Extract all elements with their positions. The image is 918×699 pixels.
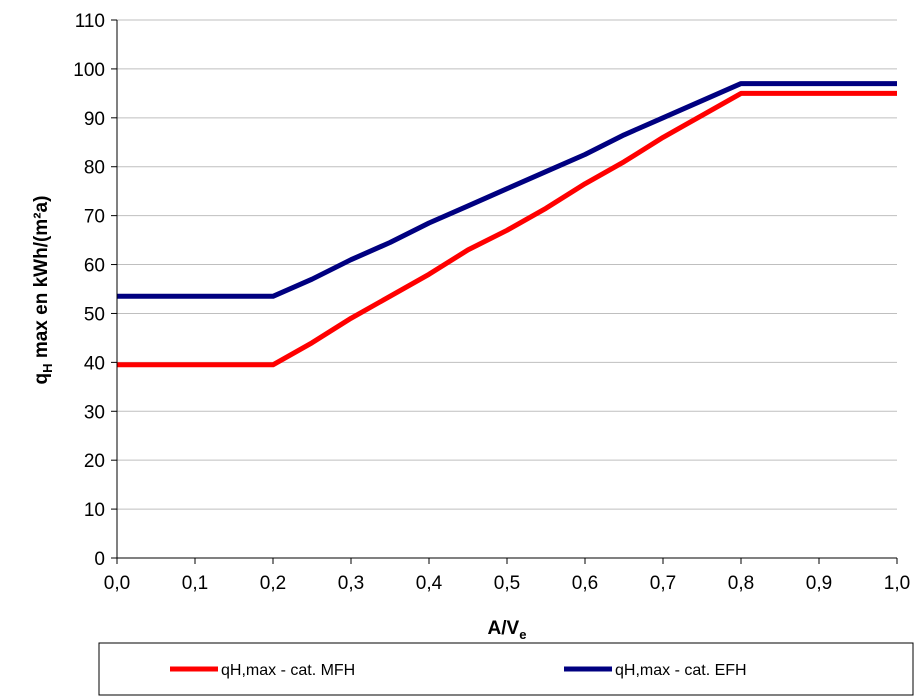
series-lines [117,81,897,368]
y-axis-title: qH max en kWh/(m²a) [31,196,55,385]
x-tick-label: 0,7 [650,573,676,594]
y-tick-label: 110 [75,11,105,32]
x-tick-label: 0,3 [338,573,364,594]
y-tick-label: 100 [73,60,105,81]
x-tick-labels: 0,0 0,1 0,2 0,3 0,4 0,5 0,6 0,7 0,8 0,9 1,0 [104,573,910,594]
series-line-mfh [117,90,897,368]
legend-box [98,642,914,696]
x-axis-title: A/Ve [488,618,527,642]
gridlines [117,19,897,510]
x-tick-label: 0,5 [494,573,520,594]
y-tick-labels: 0 10 20 30 40 50 60 70 80 90 100 110 [73,11,105,570]
y-tick-label: 80 [84,158,105,179]
x-tick-label: 0,6 [572,573,598,594]
series-line-efh [117,81,897,299]
x-tick-label: 0,9 [806,573,832,594]
y-tick-label: 60 [84,256,105,277]
y-tick-label: 50 [84,304,105,325]
x-tick-label: 0,0 [104,573,130,594]
legend-label-mfh: qH,max - cat. MFH [221,662,355,679]
x-tick-label: 0,1 [182,573,208,594]
y-tick-label: 0 [94,549,105,570]
y-tick-label: 10 [84,500,105,521]
y-tick-label: 70 [84,207,105,228]
y-tick-label: 30 [84,402,105,423]
y-tick-label: 90 [84,109,105,130]
legend-label-efh: qH,max - cat. EFH [615,662,747,679]
legend: qH,max - cat. MFH qH,max - cat. EFH [98,642,914,696]
axes [111,19,898,564]
y-tick-label: 20 [84,451,105,472]
x-tick-label: 0,8 [728,573,754,594]
x-tick-label: 0,2 [260,573,286,594]
x-tick-label: 1,0 [884,573,910,594]
x-tick-label: 0,4 [416,573,443,594]
y-tick-label: 40 [84,353,105,374]
